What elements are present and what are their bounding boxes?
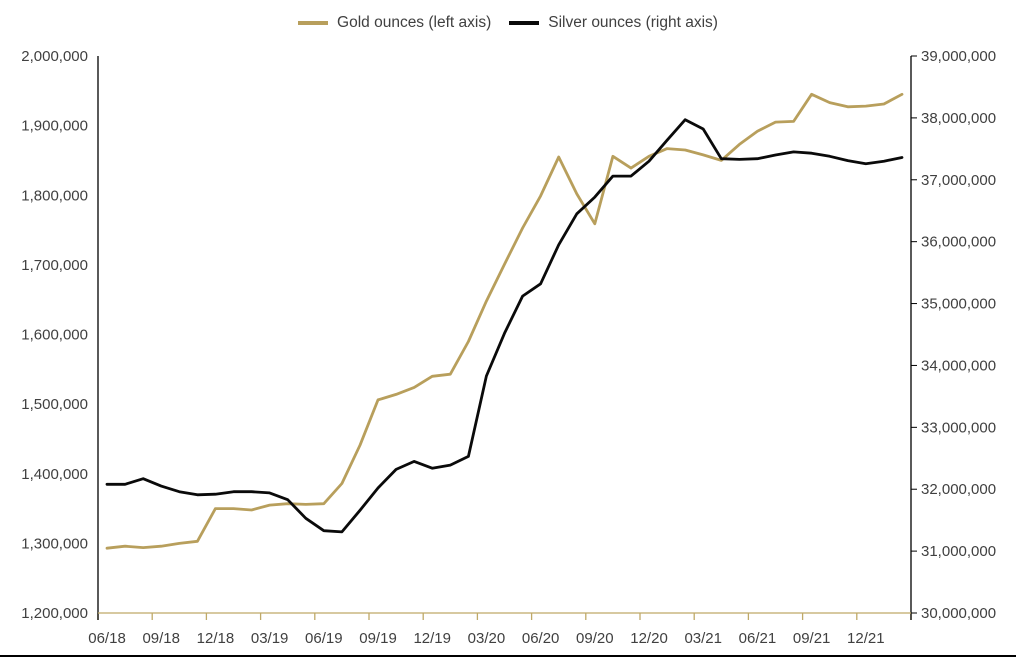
right-axis-tick-label: 39,000,000 — [921, 48, 996, 65]
left-axis-tick-label: 1,300,000 — [21, 535, 88, 552]
right-axis-tick-label: 32,000,000 — [921, 481, 996, 498]
right-axis-tick-label: 36,000,000 — [921, 234, 996, 251]
legend-label-gold: Gold ounces (left axis) — [337, 14, 492, 31]
x-axis-tick-label: 12/18 — [197, 630, 235, 647]
x-axis-tick-label: 12/19 — [413, 630, 451, 647]
left-axis-tick-label: 1,800,000 — [21, 187, 88, 204]
left-axis-tick-label: 1,700,000 — [21, 257, 88, 274]
x-axis-tick-label: 06/21 — [739, 630, 777, 647]
left-axis-tick-label: 1,200,000 — [21, 605, 88, 622]
left-axis-tick-label: 1,500,000 — [21, 396, 88, 413]
right-axis-tick-label: 31,000,000 — [921, 543, 996, 560]
silver-series-swatch — [509, 21, 540, 25]
right-axis-tick-label: 35,000,000 — [921, 296, 996, 313]
x-axis-tick-label: 09/21 — [793, 630, 831, 647]
x-axis-tick-label: 03/21 — [684, 630, 722, 647]
gold-series-swatch — [298, 21, 329, 25]
silver-series-line — [105, 118, 904, 534]
legend-label-silver: Silver ounces (right axis) — [548, 14, 718, 31]
x-axis-tick-label: 09/19 — [359, 630, 397, 647]
window-bottom-border — [0, 655, 1016, 657]
legend-item-silver: Silver ounces (right axis) — [509, 14, 718, 32]
x-axis-tick-label: 09/18 — [142, 630, 180, 647]
x-axis-tick-label: 06/18 — [88, 630, 126, 647]
left-axis-tick-label: 1,900,000 — [21, 118, 88, 135]
left-axis-tick-label: 1,400,000 — [21, 466, 88, 483]
x-axis-tick-label: 06/20 — [522, 630, 560, 647]
x-axis-tick-label: 03/20 — [468, 630, 506, 647]
x-axis-tick-label: 06/19 — [305, 630, 343, 647]
gold-series-line — [105, 92, 904, 550]
right-axis-tick-label: 34,000,000 — [921, 357, 996, 374]
legend: Gold ounces (left axis) Silver ounces (r… — [0, 12, 1016, 34]
left-axis-tick-label: 1,600,000 — [21, 327, 88, 344]
right-axis-tick-label: 30,000,000 — [921, 605, 996, 622]
x-axis-tick-label: 12/20 — [630, 630, 668, 647]
x-axis-tick-label: 03/19 — [251, 630, 289, 647]
x-axis-tick-label: 12/21 — [847, 630, 885, 647]
x-axis-tick-label: 09/20 — [576, 630, 614, 647]
left-axis-tick-label: 2,000,000 — [21, 48, 88, 65]
legend-item-gold: Gold ounces (left axis) — [298, 14, 491, 32]
right-axis-tick-label: 37,000,000 — [921, 172, 996, 189]
right-axis-tick-label: 38,000,000 — [921, 110, 996, 127]
right-axis-tick-label: 33,000,000 — [921, 419, 996, 436]
